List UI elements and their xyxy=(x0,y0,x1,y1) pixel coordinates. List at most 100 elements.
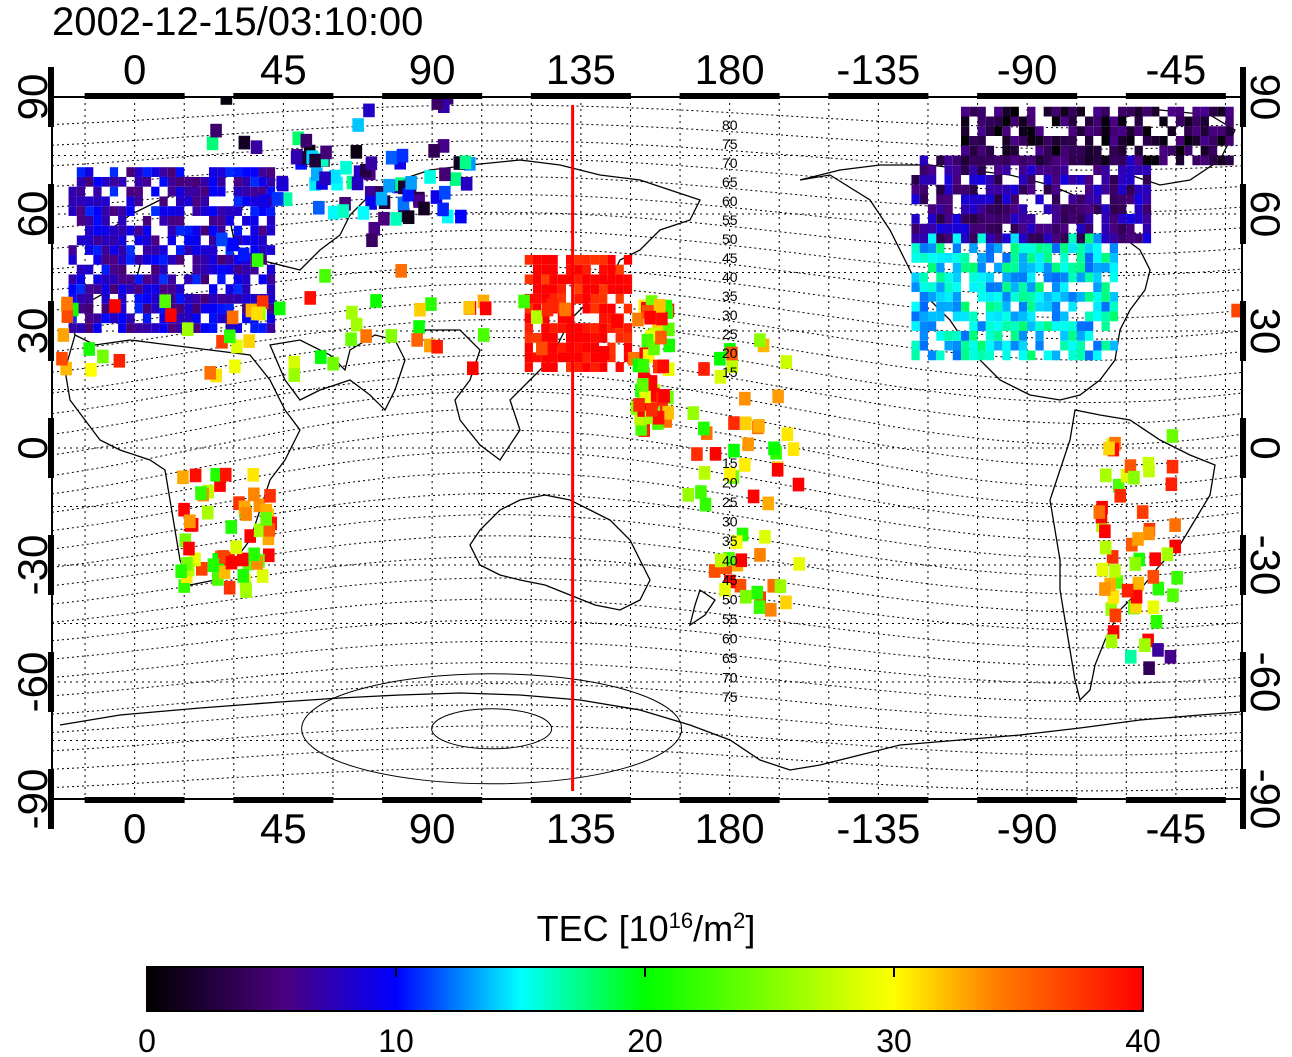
tec-pixel xyxy=(76,303,86,314)
tec-pixel xyxy=(1125,649,1137,664)
tec-pixel xyxy=(1111,575,1123,589)
tec-pixel xyxy=(101,215,110,226)
tec-pixel xyxy=(549,264,558,275)
tec-pixel xyxy=(1101,184,1110,195)
tec-pixel xyxy=(736,527,749,542)
tec-pixel xyxy=(944,331,953,341)
tec-pixel xyxy=(1134,233,1143,244)
tec-pixel xyxy=(1018,301,1028,312)
tec-pixel xyxy=(242,167,251,177)
tec-pixel xyxy=(264,489,276,503)
tec-pixel xyxy=(109,299,121,313)
tec-pixel xyxy=(192,206,201,216)
tec-pixel xyxy=(1068,126,1077,136)
tec-pixel xyxy=(1109,126,1119,136)
contour-label: 15 xyxy=(722,364,738,380)
tec-pixel xyxy=(101,303,110,314)
tec-pixel xyxy=(61,309,74,323)
tec-pixel xyxy=(566,323,575,333)
tec-pixel xyxy=(1002,204,1011,214)
tec-pixel xyxy=(217,550,230,564)
tec-pixel xyxy=(1129,557,1142,571)
tec-pixel xyxy=(541,302,554,317)
tec-pixel xyxy=(273,301,286,316)
tec-pixel xyxy=(206,57,218,71)
tec-pixel xyxy=(1076,350,1085,361)
tec-pixel xyxy=(217,186,226,197)
tec-pixel xyxy=(263,523,276,537)
tec-pixel xyxy=(181,557,193,571)
tec-pixel xyxy=(1035,165,1044,175)
tec-pixel xyxy=(192,225,201,236)
tec-pixel xyxy=(209,264,218,275)
tec-pixel xyxy=(242,215,251,226)
tec-pixel xyxy=(200,264,210,275)
tec-pixel xyxy=(734,578,747,593)
tec-pixel xyxy=(101,225,110,236)
tec-pixel xyxy=(192,293,201,304)
tec-pixel xyxy=(126,313,135,324)
tec-pixel xyxy=(1093,301,1102,312)
lon-tick-top: 0 xyxy=(123,46,146,93)
tec-pixel xyxy=(109,254,119,265)
tec-pixel xyxy=(524,342,533,353)
frame-tick xyxy=(828,93,929,99)
lon-tick-top: 135 xyxy=(546,46,616,93)
tec-pixel xyxy=(1010,272,1019,283)
tec-pixel xyxy=(1051,204,1061,214)
tec-pixel xyxy=(1084,145,1094,156)
tec-pixel xyxy=(1136,505,1149,519)
tec-pixel xyxy=(167,254,176,265)
tec-pixel xyxy=(985,155,995,166)
tec-pixel xyxy=(258,167,267,177)
tec-pixel xyxy=(1167,126,1176,136)
tec-pixel xyxy=(541,284,550,294)
tec-pixel xyxy=(93,245,102,255)
tec-pixel xyxy=(192,313,201,324)
tec-pixel xyxy=(1035,243,1044,253)
tec-pixel xyxy=(698,466,711,480)
tec-pixel xyxy=(557,342,567,353)
tec-pixel xyxy=(1068,175,1077,185)
tec-pixel xyxy=(936,292,945,302)
tec-pixel xyxy=(365,196,377,210)
tec-pixel xyxy=(1018,116,1028,127)
tec-pixel xyxy=(1132,576,1145,591)
tec-pixel xyxy=(233,225,243,236)
contour-label: 75 xyxy=(722,136,738,152)
tec-pixel xyxy=(994,126,1003,136)
tec-pixel xyxy=(1093,165,1102,175)
tec-pixel xyxy=(961,223,970,234)
tec-pixel xyxy=(258,235,267,246)
tec-pixel xyxy=(266,245,276,255)
tec-pixel xyxy=(1175,106,1185,117)
tec-pixel xyxy=(109,225,119,236)
tec-pixel xyxy=(1147,570,1160,584)
tec-pixel xyxy=(61,296,73,311)
tec-pixel xyxy=(242,293,251,304)
tec-pixel xyxy=(1018,282,1028,292)
tec-pixel xyxy=(266,196,276,207)
tec-pixel xyxy=(175,186,185,197)
tec-pixel xyxy=(985,233,995,244)
tec-pixel xyxy=(1051,350,1061,361)
frame-tick xyxy=(1125,93,1226,99)
tec-pixel xyxy=(985,184,995,195)
tec-pixel xyxy=(1139,638,1151,652)
tec-pixel xyxy=(615,264,624,275)
tec-pixel xyxy=(142,254,152,265)
tec-pixel xyxy=(258,323,267,333)
tec-pixel xyxy=(1099,582,1111,596)
tec-pixel xyxy=(109,176,119,187)
tec-pixel xyxy=(1225,116,1234,127)
tec-pixel xyxy=(1010,243,1019,253)
frame-tick xyxy=(1240,184,1246,244)
frame-tick xyxy=(48,535,54,595)
tec-pixel xyxy=(1084,116,1094,127)
contour-label: 55 xyxy=(722,212,738,228)
tec-pixel xyxy=(260,24,272,38)
tec-pixel xyxy=(1035,223,1044,234)
tec-pixel xyxy=(1060,214,1069,224)
tec-pixel xyxy=(1093,292,1102,302)
